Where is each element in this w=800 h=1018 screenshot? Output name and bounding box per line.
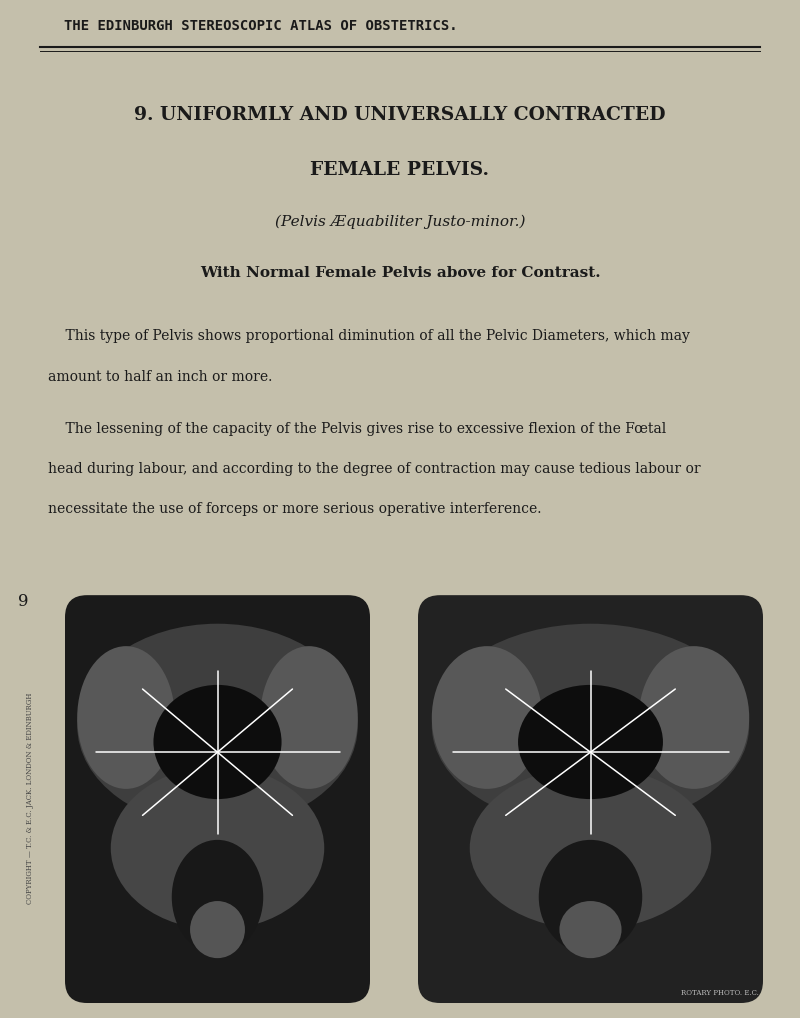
Ellipse shape: [470, 767, 711, 929]
Text: COPYRIGHT — T.C. & E.C. JACK. LONDON & EDINBURGH: COPYRIGHT — T.C. & E.C. JACK. LONDON & E…: [26, 692, 34, 904]
Text: head during labour, and according to the degree of contraction may cause tedious: head during labour, and according to the…: [48, 462, 701, 475]
Text: 9. UNIFORMLY AND UNIVERSALLY CONTRACTED: 9. UNIFORMLY AND UNIVERSALLY CONTRACTED: [134, 106, 666, 124]
Text: With Normal Female Pelvis above for Contrast.: With Normal Female Pelvis above for Cont…: [200, 266, 600, 280]
Text: (Pelvis Æquabiliter Justo-minor.): (Pelvis Æquabiliter Justo-minor.): [274, 214, 526, 229]
Ellipse shape: [77, 624, 358, 828]
Text: THE EDINBURGH STEREOSCOPIC ATLAS OF OBSTETRICS.: THE EDINBURGH STEREOSCOPIC ATLAS OF OBST…: [64, 19, 458, 33]
Ellipse shape: [559, 901, 622, 958]
Text: This type of Pelvis shows proportional diminution of all the Pelvic Diameters, w: This type of Pelvis shows proportional d…: [48, 330, 690, 343]
Text: FEMALE PELVIS.: FEMALE PELVIS.: [310, 161, 490, 179]
Ellipse shape: [432, 624, 750, 828]
Text: ROTARY PHOTO. E.C.: ROTARY PHOTO. E.C.: [681, 989, 759, 997]
FancyBboxPatch shape: [65, 596, 370, 1003]
Text: necessitate the use of forceps or more serious operative interference.: necessitate the use of forceps or more s…: [48, 502, 542, 516]
Ellipse shape: [190, 901, 245, 958]
Text: 9: 9: [18, 593, 29, 610]
Ellipse shape: [77, 646, 175, 789]
Ellipse shape: [538, 840, 642, 954]
Ellipse shape: [518, 685, 663, 799]
Ellipse shape: [110, 767, 324, 929]
Text: The lessening of the capacity of the Pelvis gives rise to excessive flexion of t: The lessening of the capacity of the Pel…: [48, 421, 666, 436]
Ellipse shape: [638, 646, 750, 789]
Ellipse shape: [432, 646, 542, 789]
Ellipse shape: [172, 840, 263, 954]
Ellipse shape: [154, 685, 282, 799]
Text: amount to half an inch or more.: amount to half an inch or more.: [48, 370, 272, 384]
FancyBboxPatch shape: [418, 596, 763, 1003]
Ellipse shape: [260, 646, 358, 789]
